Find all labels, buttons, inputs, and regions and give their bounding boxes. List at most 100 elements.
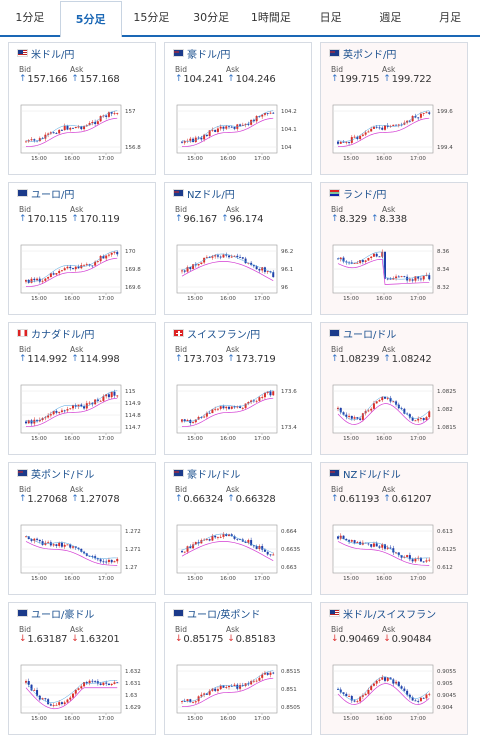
rate-card[interactable]: 米ドル/円 Bid Ask ↑ 157.166 ↑ 157.168 157 156.8 15:00… xyxy=(8,42,156,175)
candlestick-chart[interactable]: 104.2 104.1 104 15:00 16:00 17:00 xyxy=(175,99,305,165)
currency-pair-name[interactable]: ユーロ/円 xyxy=(31,189,75,201)
currency-pair-name[interactable]: 米ドル/円 xyxy=(31,49,75,61)
candle-body xyxy=(69,127,72,130)
nz-flag-icon xyxy=(329,469,340,477)
rate-card[interactable]: ランド/円 Bid Ask ↑ 8.329 ↑ 8.338 8.36 8.34 8.32 15:00… xyxy=(320,182,468,315)
rate-card[interactable]: スイスフラン/円 Bid Ask ↑ 173.703 ↑ 173.719 173.6 173.4… xyxy=(164,322,312,455)
candle-body xyxy=(55,704,58,706)
tab-7[interactable]: 週足 xyxy=(379,11,402,24)
candle-body xyxy=(236,538,239,540)
x-tick-label: 17:00 xyxy=(410,156,426,162)
y-tick-label: 0.664 xyxy=(281,529,297,535)
card-header: ランド/円 xyxy=(321,183,467,201)
rate-card[interactable]: 豪ドル/円 Bid Ask ↑ 104.241 ↑ 104.246 104.2 104.1 104… xyxy=(164,42,312,175)
candle-body xyxy=(216,408,219,410)
currency-pair-name[interactable]: NZドル/ドル xyxy=(343,469,401,481)
currency-pair-name[interactable]: 豪ドル/円 xyxy=(187,49,231,61)
candlestick-chart[interactable]: 0.9055 0.905 0.9045 0.904 15:00 16:00 17:00 xyxy=(331,659,461,725)
rate-card[interactable]: 米ドル/スイスフラン Bid Ask ↓ 0.90469 ↓ 0.90484 0.9055 0.… xyxy=(320,602,468,735)
candle-body xyxy=(77,404,80,407)
candle-body xyxy=(269,391,272,396)
candle-body xyxy=(44,698,47,700)
candle-body xyxy=(400,686,403,689)
currency-pair-name[interactable]: 英ポンド/円 xyxy=(343,49,397,61)
candlestick-chart[interactable]: 157 156.8 15:00 16:00 17:00 xyxy=(19,99,149,165)
candle-body xyxy=(183,551,186,553)
candle-body xyxy=(222,685,225,688)
candle-body xyxy=(27,536,30,540)
arrow-up-icon: ↑ xyxy=(71,74,79,84)
rate-card[interactable]: 豪ドル/ドル Bid Ask ↑ 0.66324 ↑ 0.66328 0.664 0.6635 0… xyxy=(164,462,312,595)
candle-body xyxy=(105,255,108,259)
rate-card[interactable]: ユーロ/英ポンド Bid Ask ↓ 0.85175 ↓ 0.85183 0.8515 0.85… xyxy=(164,602,312,735)
candle-body xyxy=(397,552,400,556)
candlestick-chart[interactable]: 96.2 96.1 96 15:00 16:00 17:00 xyxy=(175,239,305,305)
candle-body xyxy=(99,255,102,262)
candlestick-chart[interactable]: 115 114.9 114.8 114.7 15:00 16:00 17:00 xyxy=(19,379,149,445)
currency-pair-name[interactable]: スイスフラン/円 xyxy=(187,329,261,341)
bid-price: ↑ 0.61193 xyxy=(331,494,379,505)
price-row: ↑ 104.241 ↑ 104.246 xyxy=(165,72,311,86)
candlestick-chart[interactable]: 170 169.8 169.6 15:00 16:00 17:00 xyxy=(19,239,149,305)
candle-body xyxy=(345,141,348,143)
tab-6[interactable]: 日足 xyxy=(319,11,342,24)
tab-5[interactable]: 1時間足 xyxy=(250,11,291,24)
candle-body xyxy=(252,680,255,682)
rate-card[interactable]: カナダドル/円 Bid Ask ↑ 114.992 ↑ 114.998 115 114.9 114… xyxy=(8,322,156,455)
y-tick-label: 0.904 xyxy=(437,705,453,711)
candle-body xyxy=(102,682,105,685)
candle-body xyxy=(230,406,233,409)
y-tick-label: 1.0815 xyxy=(437,425,457,431)
candlestick-chart[interactable]: 199.6 199.4 15:00 16:00 17:00 xyxy=(331,99,461,165)
tab-8[interactable]: 月足 xyxy=(439,11,462,24)
tab-3[interactable]: 15分足 xyxy=(133,11,170,24)
candlestick-chart[interactable]: 0.613 0.6125 0.612 15:00 16:00 17:00 xyxy=(331,519,461,585)
candle-body xyxy=(60,702,63,704)
bid-price: ↑ 104.241 xyxy=(175,74,223,85)
bid-label: Bid xyxy=(175,625,187,634)
currency-pair-name[interactable]: 英ポンド/ドル xyxy=(31,469,95,481)
tab-2[interactable]: 5分足 xyxy=(59,1,122,37)
candle-body xyxy=(105,682,108,684)
arrow-up-icon: ↑ xyxy=(383,354,391,364)
currency-pair-name[interactable]: カナダドル/円 xyxy=(31,329,95,341)
candle-body xyxy=(386,677,389,681)
currency-pair-name[interactable]: 米ドル/スイスフラン xyxy=(343,609,437,621)
candle-body xyxy=(192,422,195,424)
candle-body xyxy=(425,275,428,276)
tab-4[interactable]: 30分足 xyxy=(193,11,230,24)
candlestick-chart[interactable]: 0.664 0.6635 0.663 15:00 16:00 17:00 xyxy=(175,519,305,585)
candlestick-chart[interactable]: 8.36 8.34 8.32 15:00 16:00 17:00 xyxy=(331,239,461,305)
candlestick-chart[interactable]: 1.0825 1.082 1.0815 15:00 16:00 17:00 xyxy=(331,379,461,445)
bid-price: ↓ 1.63187 xyxy=(19,634,67,645)
ask-value: 0.66328 xyxy=(235,493,276,505)
x-tick-label: 16:00 xyxy=(64,156,80,162)
rate-card[interactable]: ユーロ/ドル Bid Ask ↑ 1.08239 ↑ 1.08242 1.0825 1.082 1… xyxy=(320,322,468,455)
candlestick-chart[interactable]: 1.272 1.271 1.27 15:00 16:00 17:00 xyxy=(19,519,149,585)
rate-card[interactable]: 英ポンド/円 Bid Ask ↑ 199.715 ↑ 199.722 199.6 199.4 15… xyxy=(320,42,468,175)
candle-body xyxy=(60,270,63,272)
candlestick-chart[interactable]: 1.632 1.631 1.63 1.629 15:00 16:00 17:00 xyxy=(19,659,149,725)
rate-card[interactable]: NZドル/円 Bid Ask ↑ 96.167 ↑ 96.174 96.2 96.1 96 15:0… xyxy=(164,182,312,315)
currency-pair-name[interactable]: NZドル/円 xyxy=(187,189,235,201)
currency-pair-name[interactable]: ユーロ/豪ドル xyxy=(31,609,95,621)
currency-pair-name[interactable]: ユーロ/英ポンド xyxy=(187,609,261,621)
currency-pair-name[interactable]: ランド/円 xyxy=(343,189,387,201)
candle-body xyxy=(342,535,345,539)
rate-card[interactable]: ユーロ/豪ドル Bid Ask ↓ 1.63187 ↓ 1.63201 1.632 1.631 1… xyxy=(8,602,156,735)
rate-card[interactable]: ユーロ/円 Bid Ask ↑ 170.115 ↑ 170.119 170 169.8 169.6… xyxy=(8,182,156,315)
candlestick-chart[interactable]: 173.6 173.4 15:00 16:00 17:00 xyxy=(175,379,305,445)
currency-pair-name[interactable]: 豪ドル/ドル xyxy=(187,469,241,481)
candle-body xyxy=(94,121,97,124)
candle-body xyxy=(403,408,406,414)
moving-average-line xyxy=(337,117,430,147)
candlestick-chart[interactable]: 0.8515 0.851 0.8505 15:00 16:00 17:00 xyxy=(175,659,305,725)
candle-body xyxy=(359,418,362,420)
rate-card[interactable]: NZドル/ドル Bid Ask ↑ 0.61193 ↑ 0.61207 0.613 0.6125… xyxy=(320,462,468,595)
tab-1[interactable]: 1分足 xyxy=(15,11,45,24)
rate-card[interactable]: 英ポンド/ドル Bid Ask ↑ 1.27068 ↑ 1.27078 1.272 1.271 1… xyxy=(8,462,156,595)
candle-body xyxy=(370,128,373,132)
currency-pair-name[interactable]: ユーロ/ドル xyxy=(343,329,397,341)
candle-body xyxy=(406,413,409,415)
ask-price: ↓ 0.90484 xyxy=(383,634,431,645)
